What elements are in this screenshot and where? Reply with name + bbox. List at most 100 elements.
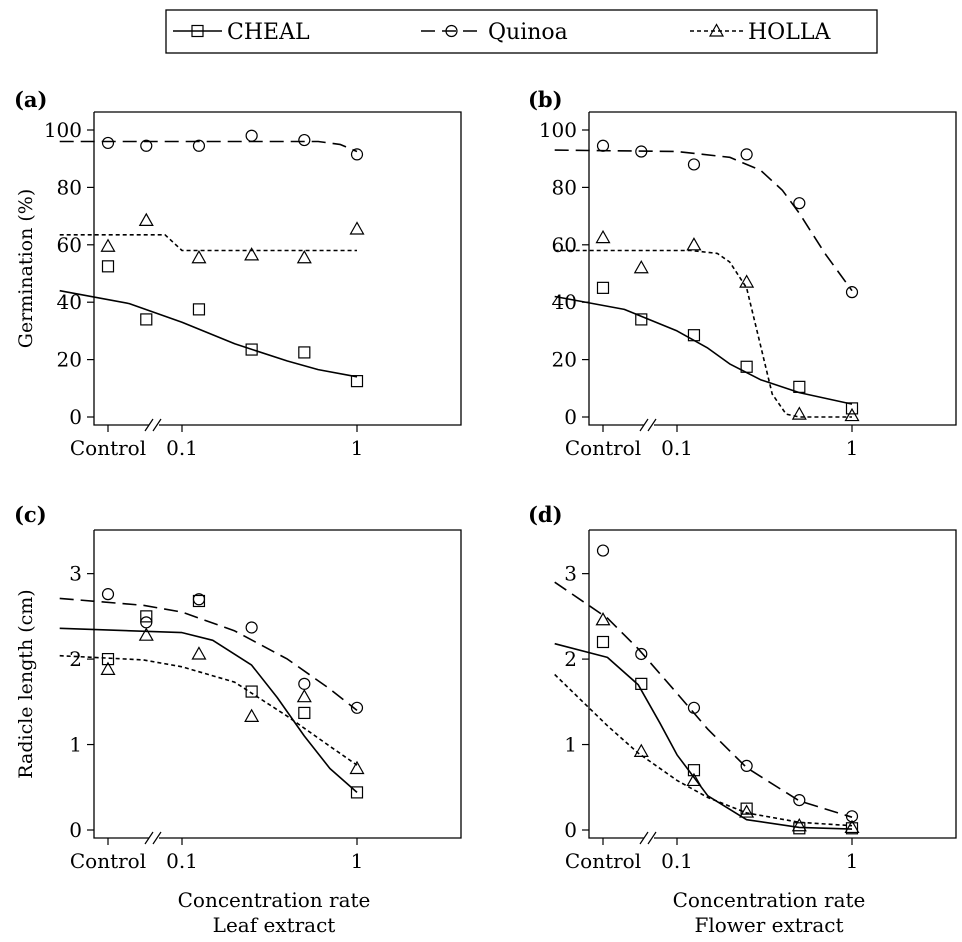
data-point-holla [739, 274, 755, 288]
axis-break-mark-2-a [152, 418, 162, 432]
x-axis-title-right-line-1: Concentration rate [673, 888, 866, 912]
data-point-quinoa [350, 701, 364, 714]
data-point-control-quinoa [596, 139, 610, 152]
data-point-control-quinoa [101, 588, 115, 601]
fit-curve-cheal [554, 295, 853, 405]
data-point-holla [844, 819, 860, 834]
axis-left-bottom-d [588, 530, 644, 839]
x-tick-label-a: 1 [351, 436, 364, 460]
series-holla-a [59, 212, 365, 264]
y-tick-label-d: 0 [564, 818, 577, 842]
x-axis-title-left-line-2: Leaf extract [213, 913, 336, 937]
legend-marker-quinoa [445, 24, 458, 38]
data-point-cheal [793, 380, 806, 393]
data-point-quinoa [298, 677, 311, 690]
axis-break-mark-1-d [639, 831, 649, 845]
data-point-quinoa [298, 133, 311, 147]
x-tick-label-b: 1 [846, 436, 859, 460]
data-point-holla [296, 249, 312, 264]
data-point-quinoa [635, 145, 648, 158]
data-point-quinoa [140, 139, 153, 152]
axis-break-mark-1-a [144, 418, 154, 432]
data-point-holla [244, 247, 260, 261]
y-tick-label-a: 20 [57, 348, 82, 372]
data-point-holla [633, 743, 649, 757]
y-tick-label-b: 60 [552, 233, 577, 257]
fit-curve-holla [554, 249, 852, 418]
legend-label-quinoa: Quinoa [488, 20, 568, 45]
data-point-quinoa [635, 647, 648, 661]
fit-curve-holla [554, 673, 853, 827]
y-tick-label-d: 1 [564, 733, 577, 757]
fit-curve-quinoa [59, 140, 358, 153]
y-tick-label-a: 100 [44, 118, 82, 142]
data-point-cheal [635, 313, 648, 326]
series-quinoa-a [59, 129, 364, 161]
data-point-holla [686, 237, 702, 251]
x-tick-label-b: Control [565, 436, 641, 460]
legend-marker-holla [708, 23, 725, 37]
y-tick-label-b: 40 [552, 290, 577, 314]
legend-label-cheal: CHEAL [227, 20, 310, 45]
y-tick-label-c: 2 [69, 647, 82, 671]
data-point-quinoa [687, 701, 701, 714]
data-point-control-holla [595, 612, 611, 626]
axis-left-bottom-a [93, 112, 149, 426]
data-point-cheal [687, 764, 701, 777]
fit-curve-cheal [554, 642, 853, 830]
data-point-cheal [635, 677, 648, 690]
data-point-quinoa [192, 593, 206, 606]
data-point-cheal [245, 343, 258, 356]
y-tick-label-b: 20 [552, 348, 577, 372]
data-point-cheal [298, 346, 311, 359]
y-tick-label-c: 0 [69, 818, 82, 842]
y-tick-label-c: 1 [69, 733, 82, 757]
data-point-holla [349, 221, 365, 235]
fit-curve-cheal [59, 627, 358, 793]
panel-letter-c: (c) [14, 502, 47, 527]
axis-frame-c [94, 529, 462, 839]
data-point-quinoa [740, 148, 753, 161]
series-cheal-d [554, 635, 859, 835]
data-point-holla [296, 688, 312, 703]
series-quinoa-b [554, 139, 859, 299]
data-point-holla [791, 818, 807, 832]
axis-left-bottom-b [588, 112, 644, 426]
fit-curve-holla [59, 654, 358, 766]
data-point-cheal [298, 706, 311, 720]
series-quinoa-d [554, 544, 859, 823]
data-point-quinoa [192, 139, 206, 152]
legend-marker-cheal [191, 24, 204, 38]
fit-curve-quinoa [554, 149, 853, 292]
data-point-holla [633, 260, 649, 274]
x-tick-label-c: Control [70, 849, 146, 873]
x-tick-label-c: 1 [351, 849, 364, 873]
series-cheal-a [59, 260, 364, 388]
axis-left-bottom-c [93, 530, 149, 839]
axis-break-mark-2-b [647, 418, 657, 432]
y-tick-label-b: 80 [552, 175, 577, 199]
data-point-quinoa [793, 197, 806, 210]
data-point-quinoa [245, 129, 258, 142]
data-point-holla [191, 646, 207, 660]
axis-break-mark-2-d [647, 831, 657, 845]
data-point-control-quinoa [596, 544, 610, 557]
data-point-control-cheal [596, 281, 610, 294]
legend-label-holla: HOLLA [748, 20, 831, 45]
x-axis-title-left-line-1: Concentration rate [178, 888, 371, 912]
panel-letter-d: (d) [528, 502, 563, 527]
panel-b: (b) 0 20 40 60 80 100 Control 0.1 1 [528, 87, 957, 460]
y-tick-label-a: 0 [69, 405, 82, 429]
fit-curve-quinoa [59, 597, 358, 712]
data-point-holla [244, 708, 260, 722]
panel-c: (c) 0 1 2 3 Control 0.1 1 Radicle length (cm) [14, 502, 462, 873]
legend-entry-quinoa: Quinoa [421, 20, 568, 45]
y-tick-label-a: 60 [57, 233, 82, 257]
data-point-control-holla [100, 238, 116, 252]
fit-curve-cheal [59, 289, 358, 378]
data-point-holla [138, 627, 154, 641]
data-point-quinoa [793, 793, 806, 807]
series-holla-d [554, 612, 860, 834]
